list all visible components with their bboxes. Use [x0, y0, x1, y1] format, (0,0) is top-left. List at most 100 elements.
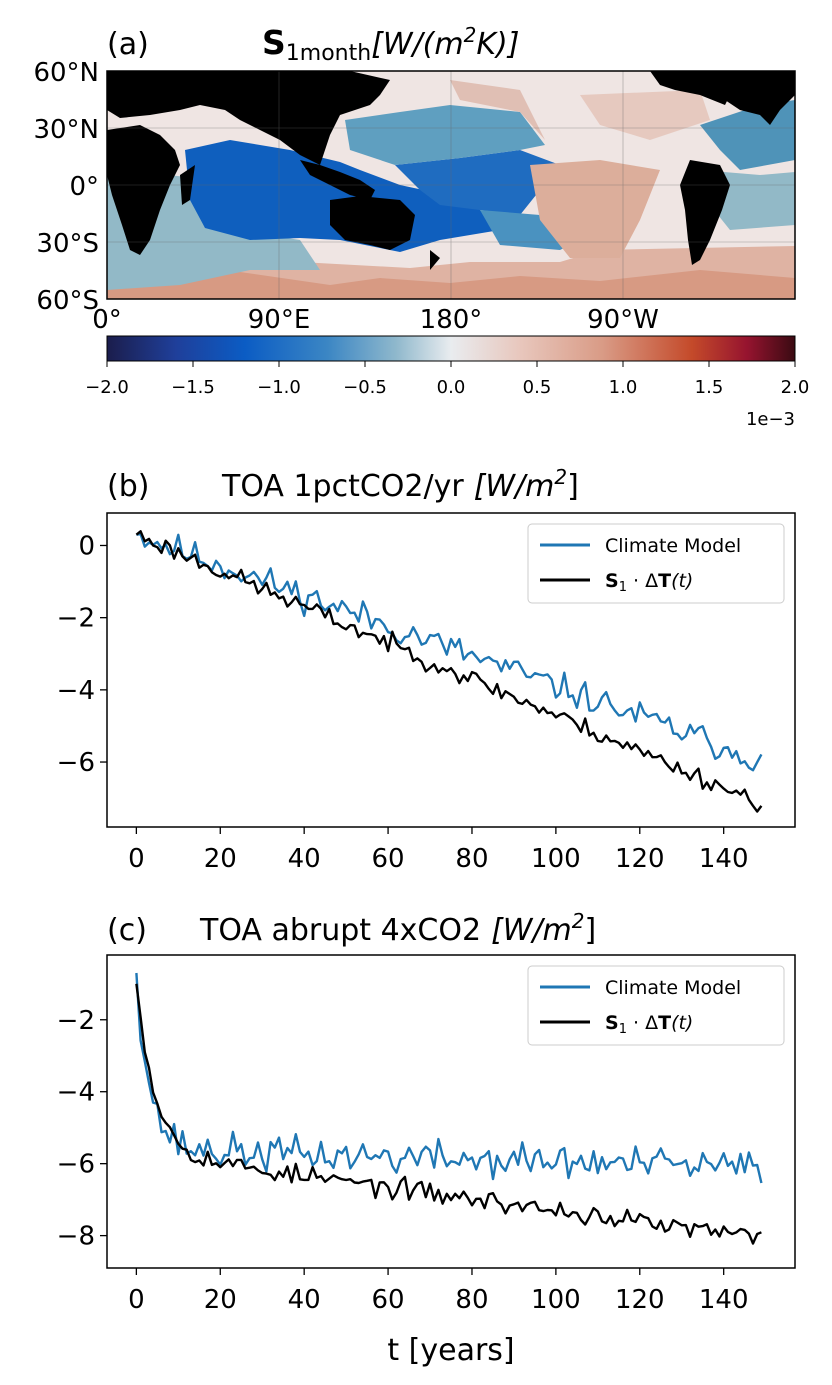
plot-c-frame: [106, 954, 796, 1269]
x-tick-label: 80: [455, 844, 488, 874]
colorbar-tick-label: 2.0: [781, 377, 810, 398]
legend-b: Climate Model S1 · ΔT(t): [527, 523, 785, 604]
y-tick-label: −8: [57, 1222, 95, 1252]
y-tick-label: −6: [57, 748, 95, 778]
y-tick-label: −4: [57, 676, 95, 706]
legend-c: Climate Model S1 · ΔT(t): [527, 965, 785, 1046]
lon-label: 90°W: [587, 305, 659, 335]
x-tick-label: 20: [204, 1285, 237, 1315]
x-tick-label: 80: [455, 1285, 488, 1315]
land-eurasia: [107, 71, 390, 165]
land-se-asia: [300, 160, 375, 200]
title-bold: S: [262, 23, 286, 62]
colorbar-ticks: −2.0 −1.5 −1.0 −0.5 0.0 0.5 1.0 1.5 2.0: [85, 361, 809, 398]
x-tick-label: 120: [615, 844, 665, 874]
colorbar-tick-label: −1.0: [257, 377, 301, 398]
units-prefix: [W/m: [474, 469, 555, 504]
colorbar-tick-label: 0.0: [437, 377, 466, 398]
graticule: [107, 71, 795, 299]
y-tick-label: −4: [57, 1078, 95, 1108]
land-alaska-canada: [650, 71, 730, 105]
title-sub: 1month: [286, 41, 371, 66]
colorbar-tick-label: −1.5: [171, 377, 215, 398]
units-suffix: ]: [567, 469, 579, 504]
map-frame: [106, 70, 796, 300]
colorbar-scale-label: 1e−3: [746, 409, 795, 430]
x-tick-label: 140: [699, 844, 749, 874]
region-n-pacific-east: [580, 90, 710, 140]
land-australia: [330, 196, 415, 250]
panel-c-letter: (c): [107, 913, 147, 948]
legend-model-label: Climate Model: [605, 977, 741, 999]
colorbar-tick-label: 1.0: [609, 377, 638, 398]
y-tick-label: −2: [57, 1006, 95, 1036]
legend-model-label: Climate Model: [605, 535, 741, 557]
series-s1-dT: [135, 983, 762, 1245]
title-units-prefix: [W/(m: [371, 27, 463, 62]
x-tick-label: 0: [128, 844, 145, 874]
legend-s1-label: S1 · ΔT(t): [605, 570, 693, 595]
colorbar-tick-label: −2.0: [85, 377, 129, 398]
lon-label: 90°E: [248, 305, 311, 335]
panel-a: (a) S1month[W/(m2K)]: [33, 23, 809, 430]
x-tick-label: 60: [372, 1285, 405, 1315]
panel-a-letter: (a): [107, 27, 149, 62]
legend-s1-label: S1 · ΔT(t): [605, 1012, 693, 1037]
panel-b-letter: (b): [107, 469, 149, 504]
lat-label: 30°S: [36, 229, 99, 259]
colorbar-tick-label: 1.5: [695, 377, 724, 398]
lat-label: 0°: [69, 172, 99, 202]
x-tick-label: 0: [128, 1285, 145, 1315]
units-prefix: [W/m: [491, 913, 572, 948]
title-units-sup: 2: [464, 23, 477, 47]
region-n-pacific: [345, 105, 545, 165]
land-south-america: [680, 160, 730, 265]
x-tick-label: 20: [204, 844, 237, 874]
plot-c: 0 20 40 60 80 100 120 140 −2 −4 −6 −8: [57, 972, 763, 1315]
land-north-america: [715, 71, 795, 125]
panel-a-title: S1month[W/(m2K)]: [262, 23, 519, 66]
legend-box: [527, 523, 785, 604]
y-tick-label: −6: [57, 1150, 95, 1180]
land-africa: [107, 125, 180, 255]
lat-label: 60°N: [33, 58, 99, 88]
x-tick-label: 120: [615, 1285, 665, 1315]
region-tropical-pacific: [395, 150, 560, 215]
region-se-pacific: [530, 160, 660, 258]
title-text: TOA abrupt 4xCO2: [199, 913, 481, 948]
lat-label: 30°N: [33, 115, 99, 145]
x-axis-label: t [years]: [387, 1333, 514, 1368]
x-tick-label: 100: [531, 844, 581, 874]
lon-label: 180°: [420, 305, 483, 335]
series-climate-model: [136, 532, 763, 772]
colorbar-tick-label: −0.5: [343, 377, 387, 398]
title-text: TOA 1pctCO2/yr: [221, 469, 464, 504]
lon-label: 0°: [92, 305, 122, 335]
map-field: [107, 71, 795, 299]
title-units-suffix: K)]: [476, 27, 519, 62]
y-tick-label: −2: [57, 604, 95, 634]
colorbar-tick-label: 0.5: [523, 377, 552, 398]
region-ne-pacific: [450, 80, 545, 140]
x-tick-label: 40: [288, 844, 321, 874]
legend-box: [527, 965, 785, 1046]
land-new-zealand: [430, 250, 440, 270]
land: [107, 71, 795, 270]
units-suffix: ]: [585, 913, 597, 948]
y-tick-label: 0: [78, 531, 95, 561]
panel-c-title: TOA abrupt 4xCO2 [W/m2]: [199, 909, 596, 948]
region-indian-ocean: [185, 140, 500, 252]
lat-label: 60°S: [36, 286, 99, 316]
panel-c: (c) TOA abrupt 4xCO2 [W/m2] 0 20 40 60 80 100 1…: [57, 909, 796, 1368]
x-tick-label: 100: [531, 1285, 581, 1315]
panel-b: (b) TOA 1pctCO2/yr [W/m2] 0 20 40 60 80 100 120…: [57, 465, 796, 874]
x-tick-label: 60: [372, 844, 405, 874]
plot-b: 0 20 40 60 80 100 120 140 0 −2 −4 −6: [57, 530, 763, 874]
units-sup: 2: [572, 909, 585, 933]
panel-b-title: TOA 1pctCO2/yr [W/m2]: [221, 465, 579, 504]
units-sup: 2: [554, 465, 567, 489]
x-tick-label: 40: [288, 1285, 321, 1315]
x-tick-label: 140: [699, 1285, 749, 1315]
plot-b-frame: [106, 512, 796, 828]
